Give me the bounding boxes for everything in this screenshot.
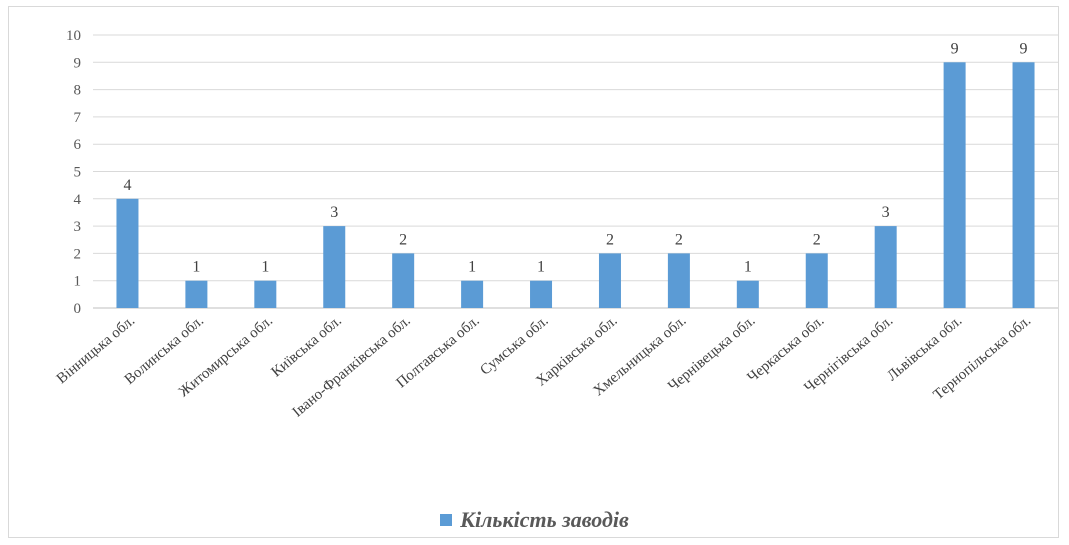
legend-label: Кількість заводів [460, 507, 629, 533]
y-tick-label: 5 [74, 165, 82, 181]
data-label: 2 [675, 231, 683, 248]
bar [116, 199, 138, 308]
y-tick-label: 3 [74, 219, 82, 235]
data-label: 2 [813, 231, 821, 248]
bar [806, 253, 828, 308]
data-label: 4 [123, 177, 131, 194]
y-tick-label: 0 [74, 301, 82, 317]
y-tick-label: 9 [74, 55, 82, 71]
bar [254, 281, 276, 308]
y-tick-label: 1 [74, 274, 82, 290]
y-tick-label: 8 [74, 83, 82, 99]
data-label: 1 [537, 259, 545, 276]
x-axis-categories: Вінницька обл.Волинська обл.Житомирська … [54, 313, 1034, 421]
y-axis-ticks: 0 1 2 3 4 5 6 7 8 9 10 [66, 28, 82, 317]
data-label: 3 [882, 204, 890, 221]
gridlines [93, 35, 1058, 308]
category-label: Київська обл. [269, 313, 345, 381]
y-tick-label: 6 [74, 137, 82, 153]
bar [461, 281, 483, 308]
category-label: Івано-Франківська обл. [290, 313, 414, 421]
bar [392, 253, 414, 308]
data-label: 9 [951, 40, 959, 57]
y-tick-label: 7 [74, 110, 82, 126]
bar [944, 62, 966, 308]
bar [599, 253, 621, 308]
data-label: 2 [606, 231, 614, 248]
data-label: 2 [399, 231, 407, 248]
data-label: 3 [330, 204, 338, 221]
legend: Кількість заводів [0, 505, 1069, 535]
data-label: 1 [468, 259, 476, 276]
data-label: 1 [261, 259, 269, 276]
bar [1013, 62, 1035, 308]
bar [875, 226, 897, 308]
bars [116, 62, 1034, 308]
y-tick-label: 2 [74, 246, 82, 262]
bar [530, 281, 552, 308]
category-label: Сумська обл. [477, 313, 551, 379]
bar [668, 253, 690, 308]
bar [323, 226, 345, 308]
bar [185, 281, 207, 308]
data-label: 9 [1020, 40, 1028, 57]
y-tick-label: 10 [66, 28, 81, 44]
legend-swatch [440, 514, 452, 526]
bar [737, 281, 759, 308]
data-label: 1 [192, 259, 200, 276]
data-label: 1 [744, 259, 752, 276]
y-tick-label: 4 [74, 192, 82, 208]
